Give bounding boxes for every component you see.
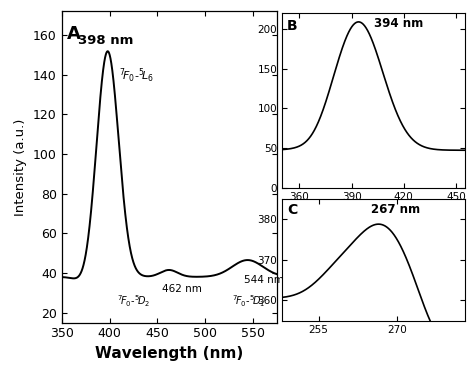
Y-axis label: Intensity (a.u.): Intensity (a.u.) <box>14 118 27 216</box>
Text: $^7\!F_0$-$^5\!L_6$: $^7\!F_0$-$^5\!L_6$ <box>119 67 155 85</box>
Text: 267 nm: 267 nm <box>371 203 420 216</box>
Text: 544 nm: 544 nm <box>244 275 283 285</box>
Text: A: A <box>66 25 80 43</box>
Text: 398 nm: 398 nm <box>78 34 133 47</box>
Text: 394 nm: 394 nm <box>374 17 423 30</box>
Text: 462 nm: 462 nm <box>162 284 202 294</box>
Text: $^7\!F_0$-$^5\!D_2$: $^7\!F_0$-$^5\!D_2$ <box>117 293 150 309</box>
Text: B: B <box>287 19 298 33</box>
X-axis label: Wavelength (nm): Wavelength (nm) <box>95 346 244 361</box>
Text: C: C <box>287 203 298 217</box>
Text: $^7\!F_0$-$^5\!D_1$: $^7\!F_0$-$^5\!D_1$ <box>232 293 265 309</box>
